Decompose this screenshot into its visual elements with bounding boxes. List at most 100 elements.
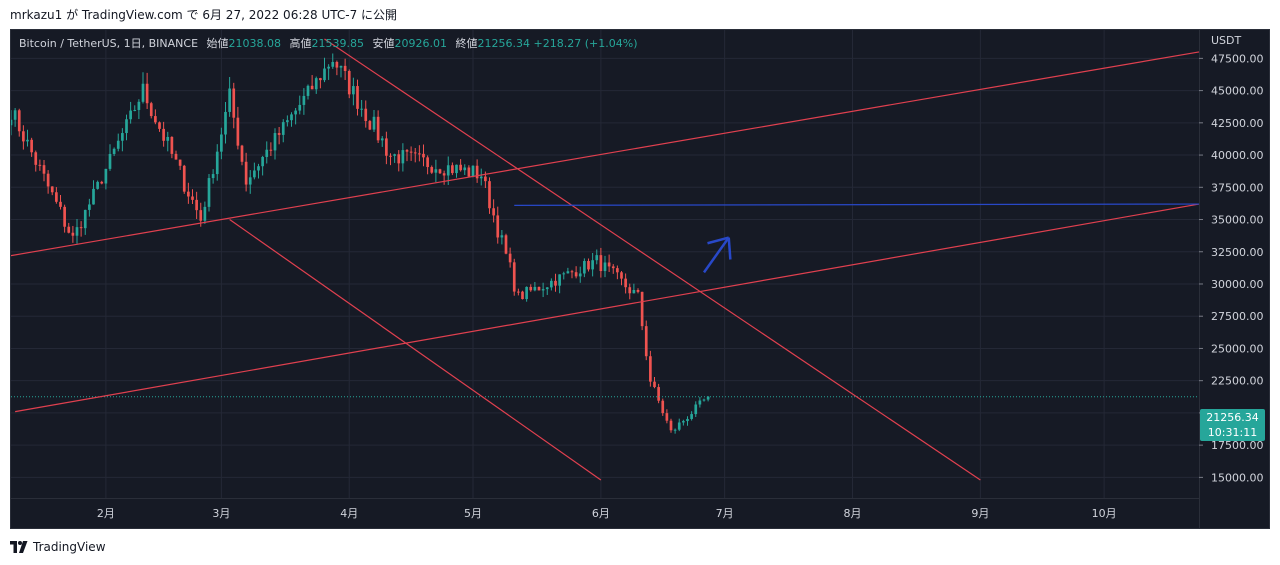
candle-body bbox=[265, 149, 269, 157]
candle-body bbox=[30, 139, 33, 153]
candle-body bbox=[352, 86, 355, 95]
candle-body bbox=[273, 133, 277, 151]
candle-body bbox=[364, 108, 368, 122]
candle-body bbox=[508, 253, 512, 263]
price-tick-label: 30000.00 bbox=[1211, 278, 1264, 291]
candle-body bbox=[154, 116, 157, 123]
candle-body bbox=[385, 138, 388, 156]
footer-brand[interactable]: TradingView bbox=[10, 540, 106, 554]
candle-body bbox=[682, 421, 685, 423]
candle-body bbox=[125, 119, 128, 134]
candle-body bbox=[302, 95, 306, 105]
candle-body bbox=[133, 109, 137, 111]
candle-body bbox=[455, 164, 458, 174]
candle-body bbox=[261, 156, 264, 167]
tradingview-logo-icon bbox=[10, 541, 28, 553]
candle-body bbox=[603, 262, 607, 272]
time-tick-label: 10月 bbox=[1092, 507, 1117, 520]
candle-body bbox=[257, 166, 260, 171]
candle-body bbox=[484, 176, 487, 182]
candle-body bbox=[306, 85, 310, 96]
candle-body bbox=[96, 181, 99, 189]
candle-body bbox=[281, 122, 285, 135]
candle-body bbox=[434, 169, 438, 173]
candle-body bbox=[215, 151, 219, 175]
trendline bbox=[11, 51, 1200, 257]
time-tick-label: 6月 bbox=[592, 507, 610, 520]
candle-body bbox=[298, 104, 302, 111]
candle-body bbox=[599, 255, 603, 272]
time-tick-label: 3月 bbox=[212, 507, 230, 520]
symbol-legend[interactable]: Bitcoin / TetherUS, 1日, BINANCE 始値21038.… bbox=[19, 35, 638, 51]
time-tick-label: 9月 bbox=[971, 507, 989, 520]
last-price-label: 21256.34 10:31:11 bbox=[1200, 409, 1265, 441]
price-tick-label: 27500.00 bbox=[1211, 310, 1264, 323]
time-tick-label: 7月 bbox=[716, 507, 734, 520]
candle-body bbox=[446, 165, 450, 176]
candle-body bbox=[100, 181, 104, 184]
price-tick-label: 47500.00 bbox=[1211, 52, 1264, 65]
candle-body bbox=[504, 235, 508, 254]
publish-caption: mrkazu1 が TradingView.com で 6月 27, 2022 … bbox=[10, 8, 398, 22]
candle-body bbox=[88, 204, 91, 210]
chart-panel[interactable]: 15000.0017500.0020000.0022500.0025000.00… bbox=[10, 29, 1270, 529]
candle-body bbox=[496, 215, 500, 238]
last-price-value: 21256.34 bbox=[1206, 411, 1259, 424]
candle-body bbox=[141, 83, 145, 102]
candle-body bbox=[182, 165, 186, 192]
candle-body bbox=[587, 260, 590, 270]
candle-body bbox=[533, 286, 537, 291]
footer-brand-text: TradingView bbox=[33, 540, 106, 554]
candle-body bbox=[211, 174, 215, 179]
candle-body bbox=[347, 70, 351, 95]
candle-body bbox=[517, 291, 520, 293]
candle-body bbox=[488, 181, 491, 209]
price-tick-label: 25000.00 bbox=[1211, 342, 1264, 355]
candle-body bbox=[595, 255, 599, 261]
price-tick-label: 22500.00 bbox=[1211, 375, 1264, 388]
time-tick-label: 4月 bbox=[340, 507, 358, 520]
candle-body bbox=[397, 154, 401, 164]
close-label: 終値 bbox=[455, 37, 478, 50]
candle-body bbox=[525, 286, 528, 300]
candle-body bbox=[207, 178, 211, 207]
candle-body bbox=[632, 289, 636, 294]
symbol-title[interactable]: Bitcoin / TetherUS, 1日, BINANCE bbox=[19, 37, 199, 50]
candle-body bbox=[191, 196, 194, 200]
candle-body bbox=[166, 136, 170, 141]
candle-body bbox=[38, 164, 42, 166]
high-label: 高値 bbox=[289, 37, 312, 50]
candle-body bbox=[686, 418, 689, 422]
candle-body bbox=[104, 168, 108, 184]
candle-body bbox=[372, 116, 376, 130]
candle-body bbox=[702, 399, 706, 401]
candle-body bbox=[537, 286, 541, 291]
candle-body bbox=[13, 110, 17, 120]
annotation-arrow-head bbox=[727, 237, 732, 260]
candle-body bbox=[310, 85, 314, 90]
countdown-timer: 10:31:11 bbox=[1207, 426, 1258, 439]
candle-body bbox=[11, 119, 13, 126]
time-tick-label: 8月 bbox=[844, 507, 862, 520]
candle-body bbox=[550, 280, 553, 288]
candle-body bbox=[162, 128, 165, 141]
candle-body bbox=[401, 150, 405, 164]
annotation-arrow-head bbox=[707, 236, 730, 245]
candle-body bbox=[314, 78, 318, 90]
candle-body bbox=[368, 121, 372, 130]
candle-body bbox=[170, 136, 174, 154]
candle-body bbox=[253, 170, 256, 178]
candle-body bbox=[657, 387, 660, 401]
candle-body bbox=[583, 260, 586, 274]
candle-body bbox=[145, 83, 149, 104]
candle-body bbox=[694, 404, 698, 415]
price-tick-label: 35000.00 bbox=[1211, 214, 1264, 227]
candlestick-chart[interactable]: 15000.0017500.0020000.0022500.0025000.00… bbox=[11, 30, 1269, 528]
candle-body bbox=[389, 155, 392, 157]
candle-body bbox=[616, 268, 619, 273]
candle-body bbox=[137, 101, 141, 110]
candle-body bbox=[220, 134, 223, 152]
candle-body bbox=[463, 167, 467, 171]
candle-body bbox=[327, 66, 330, 69]
candle-body bbox=[195, 199, 198, 211]
